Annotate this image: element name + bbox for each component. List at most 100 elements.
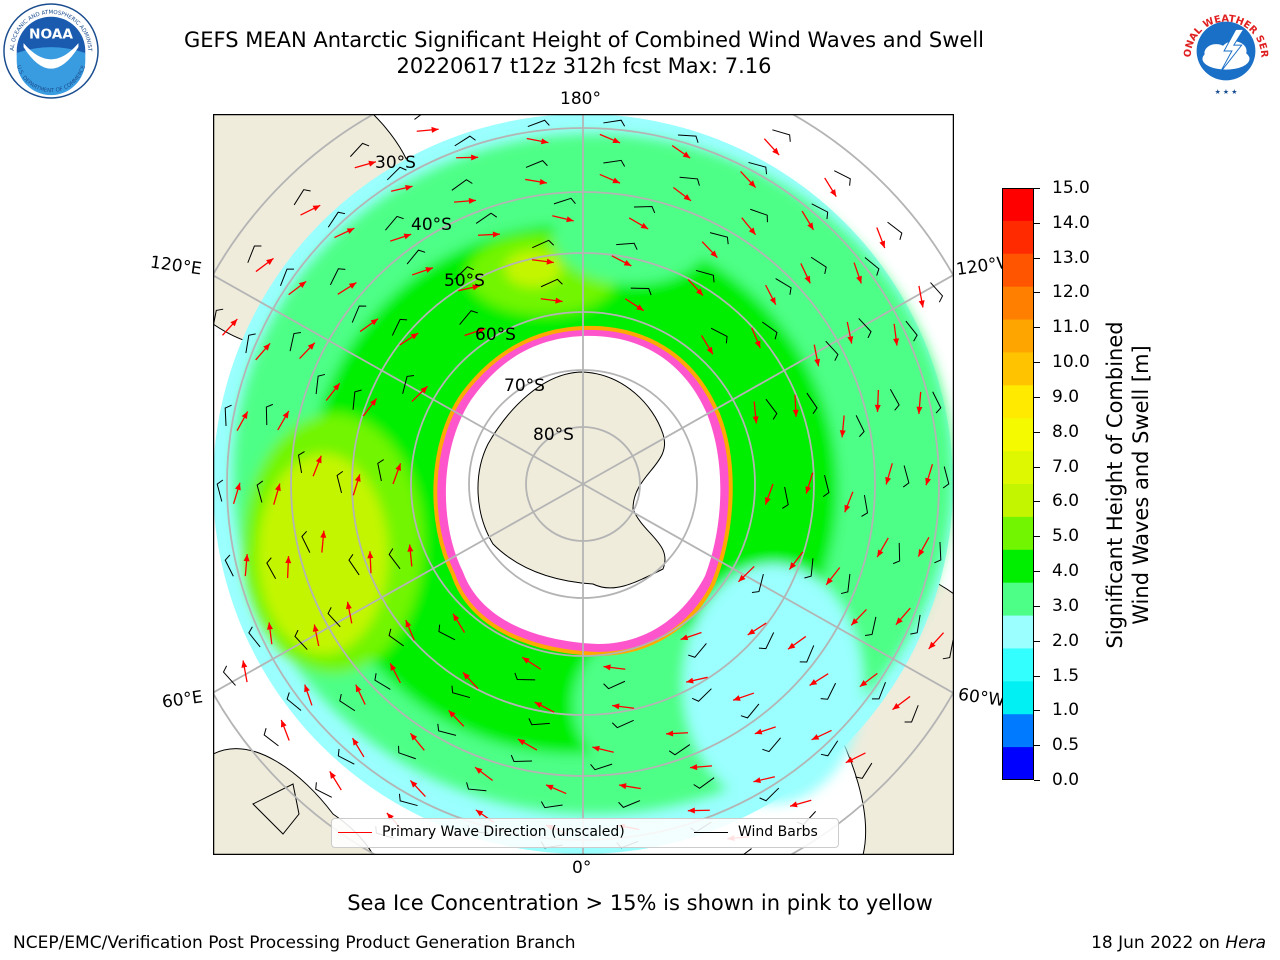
wind-barb xyxy=(611,719,634,729)
wave-direction-arrowhead xyxy=(918,548,925,557)
wind-barb xyxy=(942,466,950,489)
wave-direction-arrowhead xyxy=(680,634,689,641)
wave-direction-arrowhead xyxy=(235,482,241,491)
wind-barb xyxy=(475,212,498,224)
wind-barb xyxy=(904,705,919,723)
wind-barb xyxy=(695,269,715,283)
colorbar-bin xyxy=(1002,681,1034,715)
wind-barb xyxy=(385,215,404,231)
wave-direction-arrowhead xyxy=(686,677,694,684)
wind-barb xyxy=(386,166,407,181)
wave-direction-arrowhead xyxy=(696,288,704,296)
wave-direction-arrowhead xyxy=(285,556,292,564)
colorbar-tick-label: 15.0 xyxy=(1052,178,1090,198)
wind-barb xyxy=(248,626,261,648)
wind-barb xyxy=(822,474,830,498)
wave-direction-arrowhead xyxy=(754,728,763,735)
wind-barb xyxy=(540,278,563,288)
wind-barb xyxy=(553,197,576,205)
wave-direction-arrowhead xyxy=(892,703,900,710)
svg-text:★ ★ ★: ★ ★ ★ xyxy=(1215,88,1238,96)
wave-direction-arrowhead xyxy=(333,383,340,391)
legend-swatch-wave xyxy=(338,831,372,833)
lat-label-80s: 80°S xyxy=(533,425,574,445)
colorbar-bin xyxy=(1002,220,1034,255)
colorbar-tick-label: 7.0 xyxy=(1052,456,1080,477)
wave-direction-arrowhead xyxy=(420,386,428,394)
wave-direction-arrowhead xyxy=(241,660,248,668)
colorbar-bin xyxy=(1002,451,1034,485)
wind-barb xyxy=(590,763,613,771)
wave-direction-arrowhead xyxy=(352,738,359,746)
colorbar-label-line1: Significant Height of Combined xyxy=(1103,321,1127,649)
wave-direction-arrowhead xyxy=(748,180,756,188)
wind-barb xyxy=(527,119,550,128)
colorbar-bin xyxy=(1002,582,1034,617)
wind-barb xyxy=(806,392,818,414)
wind-barb xyxy=(528,718,550,726)
colorbar-tick-label: 5.0 xyxy=(1052,526,1080,547)
colorbar-tick-mark xyxy=(1034,362,1040,364)
wind-barb xyxy=(905,320,918,342)
wind-barb xyxy=(348,554,360,576)
wind-barb xyxy=(840,573,851,595)
wave-direction-arrowhead xyxy=(304,684,310,693)
wind-barb xyxy=(603,159,626,167)
wind-barb xyxy=(402,375,415,394)
wave-direction-arrowhead xyxy=(462,672,470,680)
footer-date: 18 Jun 2022 on Hera xyxy=(1091,933,1266,953)
wave-direction-arrowhead xyxy=(410,733,418,741)
wave-direction-arrowhead xyxy=(769,297,776,305)
colorbar-tick-label: 10.0 xyxy=(1052,352,1090,373)
colorbar-tick-mark xyxy=(1034,466,1040,468)
colorbar-tick-mark xyxy=(1034,188,1040,189)
wind-barb xyxy=(782,486,789,509)
wave-direction-arrowhead xyxy=(280,719,287,728)
colorbar-tick-label: 3.0 xyxy=(1052,595,1080,616)
colorbar-bin xyxy=(1002,549,1034,584)
wind-barb xyxy=(871,681,886,700)
chart-title: GEFS MEAN Antarctic Significant Height o… xyxy=(183,28,985,52)
wind-barb xyxy=(315,373,326,395)
map-legend: Primary Wave Direction (unscaled) Wind B… xyxy=(331,818,839,848)
wind-barb xyxy=(256,480,264,503)
wind-barb xyxy=(688,643,707,658)
wind-barb xyxy=(668,744,691,756)
wave-direction-arrowhead xyxy=(369,398,377,406)
lat-label-30s: 30°S xyxy=(375,153,416,173)
colorbar-tick-label: 9.0 xyxy=(1052,386,1080,407)
colorbar-tick-mark xyxy=(1034,396,1040,398)
wind-barb xyxy=(266,557,277,580)
wave-direction-arrowhead xyxy=(636,304,644,311)
wave-direction-arrowhead xyxy=(804,275,811,284)
wave-direction-arrowhead xyxy=(623,260,632,266)
wind-barb xyxy=(438,624,456,641)
wave-direction-arrowhead xyxy=(619,783,627,790)
wind-barb xyxy=(327,607,341,628)
wave-direction-arrowhead xyxy=(893,338,900,346)
wind-barb xyxy=(263,728,279,747)
wave-direction-arrowhead xyxy=(856,275,862,284)
wind-barb xyxy=(454,135,476,147)
colorbar-tick-label: 14.0 xyxy=(1052,212,1090,233)
wind-barb xyxy=(861,494,869,517)
wave-direction-arrowhead xyxy=(754,340,761,348)
wind-barb xyxy=(761,321,778,340)
wave-direction-arrowhead xyxy=(243,554,250,562)
colorbar-bin xyxy=(1002,253,1034,288)
antarctica-land xyxy=(477,371,666,589)
wave-direction-arrowhead xyxy=(830,189,837,197)
wind-barb xyxy=(374,673,391,690)
wave-direction-arrowhead xyxy=(354,474,361,482)
colorbar-tick-mark xyxy=(1034,710,1040,712)
wind-barb xyxy=(459,310,478,325)
wind-barb xyxy=(286,692,302,711)
wind-barb xyxy=(759,787,780,802)
wave-direction-arrowhead xyxy=(275,483,281,492)
legend-item-wave-direction: Primary Wave Direction (unscaled) xyxy=(338,824,625,840)
wave-direction-arrowhead xyxy=(298,281,307,288)
wind-barb xyxy=(709,232,729,245)
wave-direction-arrowhead xyxy=(885,476,891,485)
wave-direction-arrowhead xyxy=(468,197,476,204)
colorbar-tick-mark xyxy=(1034,675,1040,677)
